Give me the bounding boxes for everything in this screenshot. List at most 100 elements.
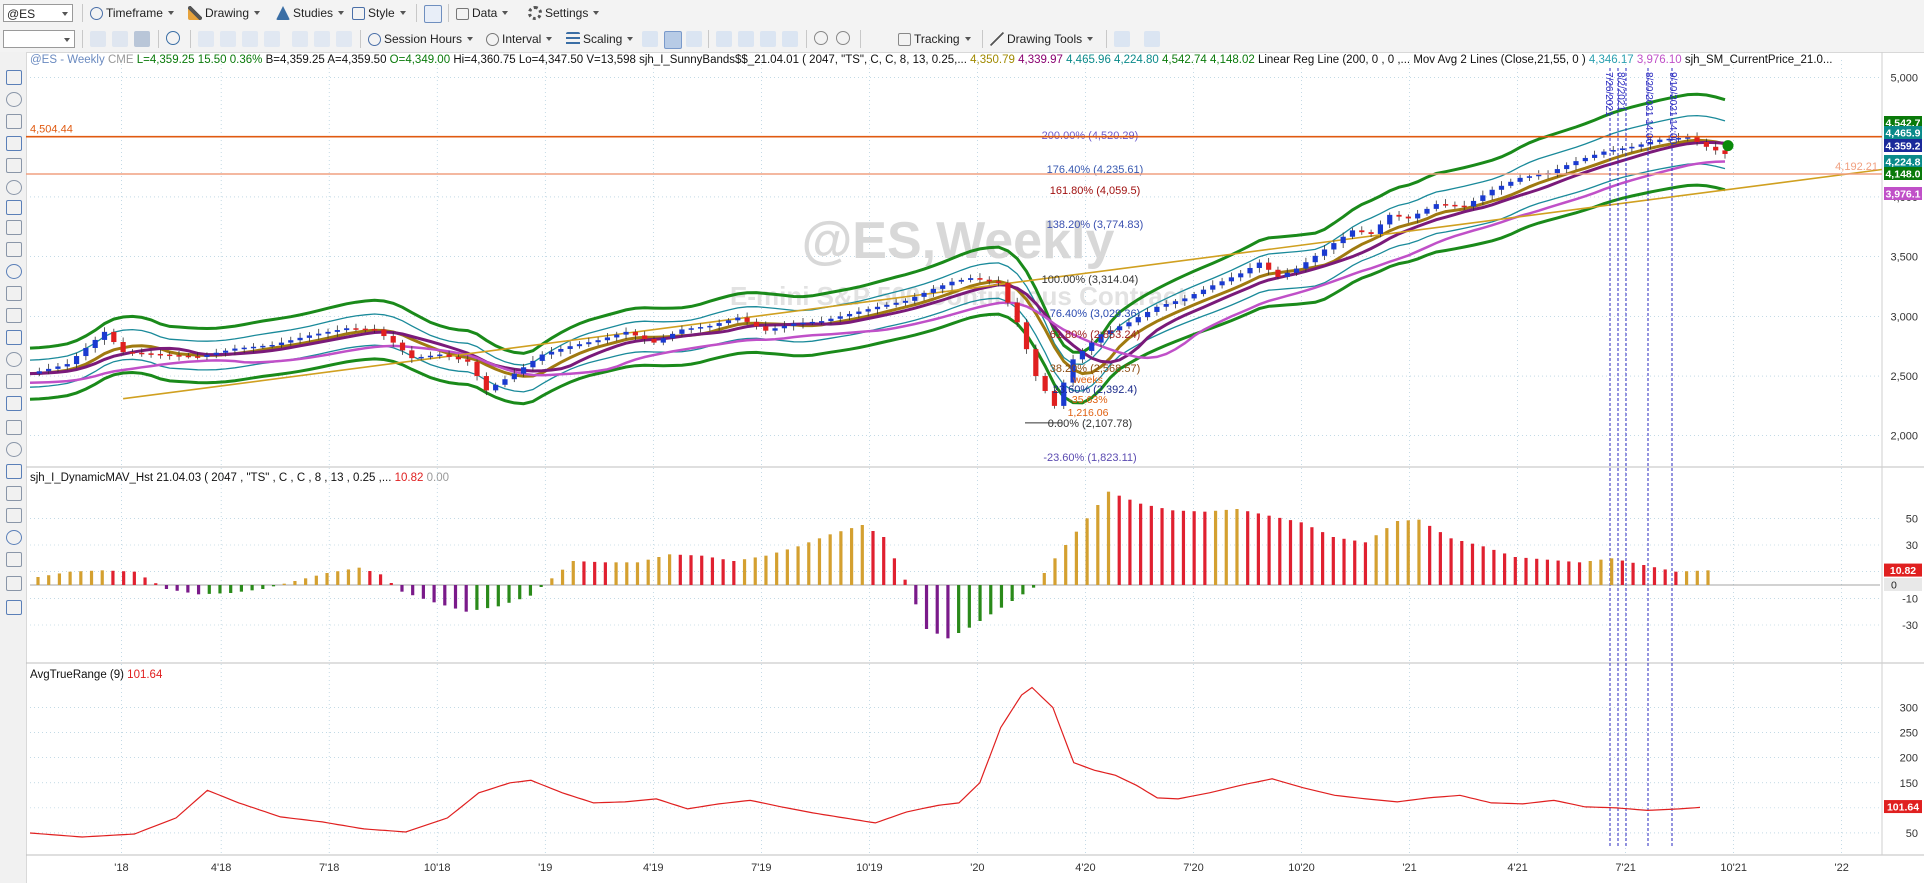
candle-body bbox=[921, 292, 927, 297]
candlestick-icon[interactable] bbox=[664, 31, 682, 49]
dynamic-mav-histogram bbox=[30, 491, 1880, 639]
link-icon[interactable] bbox=[90, 31, 106, 47]
bar-spacing-icon[interactable] bbox=[716, 31, 732, 47]
expand-icon[interactable] bbox=[6, 552, 22, 567]
candle-body bbox=[111, 331, 117, 343]
candle-body bbox=[474, 361, 480, 377]
arc-icon[interactable] bbox=[6, 396, 22, 411]
ellipse-icon[interactable] bbox=[6, 420, 22, 435]
wrench-icon[interactable] bbox=[314, 31, 330, 47]
toolbar-divider bbox=[708, 30, 709, 48]
atr-value-label: 101.64 bbox=[1887, 802, 1919, 814]
tracking-menu[interactable]: Tracking bbox=[898, 29, 971, 49]
bar-chart-icon[interactable] bbox=[642, 31, 658, 47]
bars-icon[interactable] bbox=[6, 286, 22, 301]
candle-body bbox=[1666, 138, 1672, 141]
eraser-icon[interactable] bbox=[6, 530, 22, 545]
candle-body bbox=[195, 356, 201, 358]
format-window-icon[interactable] bbox=[424, 5, 442, 23]
candle-body bbox=[1200, 289, 1207, 295]
settings-menu[interactable]: Settings bbox=[528, 3, 600, 23]
gann-icon[interactable] bbox=[6, 264, 22, 279]
interval-menu[interactable]: Interval bbox=[486, 29, 553, 49]
rectangle-icon[interactable] bbox=[6, 486, 22, 501]
histogram-bar bbox=[1331, 537, 1335, 585]
horizontal-line-icon[interactable] bbox=[6, 180, 22, 195]
time-tick-label: 10'19 bbox=[856, 862, 883, 874]
histogram-bar bbox=[732, 561, 736, 585]
fib-icon[interactable] bbox=[6, 242, 22, 257]
study4-name: sjh_SM_CurrentPrice_21.0... bbox=[1684, 54, 1833, 66]
arrow-icon[interactable] bbox=[6, 158, 22, 173]
template-icon[interactable] bbox=[336, 31, 352, 47]
style-menu[interactable]: Style bbox=[352, 3, 406, 23]
refresh-icon[interactable] bbox=[198, 31, 214, 47]
time-tick-label: 4'20 bbox=[1075, 862, 1095, 874]
session-hours-menu[interactable]: Session Hours bbox=[368, 29, 474, 49]
clock-icon bbox=[90, 7, 103, 20]
histogram-bar bbox=[1663, 569, 1667, 585]
candle-body bbox=[1489, 189, 1495, 196]
time-tick-label: 4'19 bbox=[643, 862, 663, 874]
chart-icon[interactable] bbox=[220, 31, 236, 47]
drawing-tools-menu[interactable]: Drawing Tools bbox=[990, 29, 1094, 49]
window-icon[interactable] bbox=[242, 31, 258, 47]
cursor-icon[interactable] bbox=[112, 31, 128, 47]
histogram-bar bbox=[817, 538, 822, 585]
histogram-bar bbox=[400, 585, 404, 592]
cursor-icon[interactable] bbox=[6, 70, 22, 85]
candle-body bbox=[1461, 205, 1467, 208]
main-toolbar: @ES Timeframe Drawing Studies Style Data… bbox=[0, 0, 1924, 27]
price-tag-box bbox=[1884, 155, 1922, 168]
pencil-icon[interactable] bbox=[6, 114, 22, 129]
text-icon[interactable] bbox=[6, 374, 22, 389]
histogram-bar bbox=[1053, 558, 1057, 585]
grid-icon[interactable] bbox=[6, 330, 22, 345]
alert-icon[interactable] bbox=[6, 600, 22, 615]
decrease-spacing-icon[interactable] bbox=[760, 31, 776, 47]
line-chart-icon[interactable] bbox=[686, 31, 702, 47]
price-tick-label: 2,000 bbox=[1890, 431, 1918, 443]
candle-body bbox=[297, 337, 303, 341]
histogram-bar bbox=[1235, 509, 1239, 585]
study1-value: 4,339.97 bbox=[1018, 54, 1067, 66]
symbol-input[interactable]: @ES bbox=[3, 4, 73, 22]
indicator-icon[interactable] bbox=[1144, 31, 1160, 47]
panel3-value: 101.64 bbox=[127, 669, 163, 681]
candle-body bbox=[800, 322, 806, 325]
data-menu[interactable]: Data bbox=[456, 3, 509, 23]
zoom-in-icon[interactable] bbox=[814, 31, 828, 45]
scaling-menu[interactable]: Scaling bbox=[566, 29, 634, 49]
magnifier-icon[interactable] bbox=[166, 31, 180, 45]
drawing-label: Drawing bbox=[205, 6, 250, 20]
line-icon[interactable] bbox=[6, 136, 22, 151]
candle-body bbox=[1480, 195, 1486, 201]
drawing-menu[interactable]: Drawing bbox=[188, 3, 261, 23]
pointer-icon[interactable] bbox=[6, 92, 22, 107]
histogram-bar bbox=[325, 573, 329, 585]
gear-icon[interactable] bbox=[292, 31, 308, 47]
text-tool-icon[interactable] bbox=[6, 508, 22, 523]
trendline-icon[interactable] bbox=[1114, 31, 1130, 47]
histogram-bar bbox=[1203, 511, 1207, 585]
shapes-icon[interactable] bbox=[6, 352, 22, 367]
candle-icon[interactable] bbox=[6, 308, 22, 323]
zoom-out-icon[interactable] bbox=[836, 31, 850, 45]
triangle-icon[interactable] bbox=[6, 442, 22, 457]
vertical-line-icon[interactable] bbox=[6, 200, 22, 215]
timeframe-menu[interactable]: Timeframe bbox=[90, 3, 174, 23]
studies-menu[interactable]: Studies bbox=[276, 3, 345, 23]
channel-icon[interactable] bbox=[6, 220, 22, 235]
increase-spacing-icon[interactable] bbox=[738, 31, 754, 47]
workspace-combo[interactable] bbox=[3, 30, 75, 48]
zoom-icon[interactable] bbox=[6, 576, 22, 591]
panel-icon[interactable] bbox=[782, 31, 798, 47]
data-window-icon[interactable] bbox=[264, 31, 280, 47]
candle-body bbox=[595, 340, 601, 343]
candle-body bbox=[1107, 330, 1113, 335]
grid-icon[interactable] bbox=[134, 31, 150, 47]
candle-body bbox=[1284, 272, 1290, 277]
candle-body bbox=[828, 318, 834, 322]
circle-icon[interactable] bbox=[6, 464, 22, 479]
